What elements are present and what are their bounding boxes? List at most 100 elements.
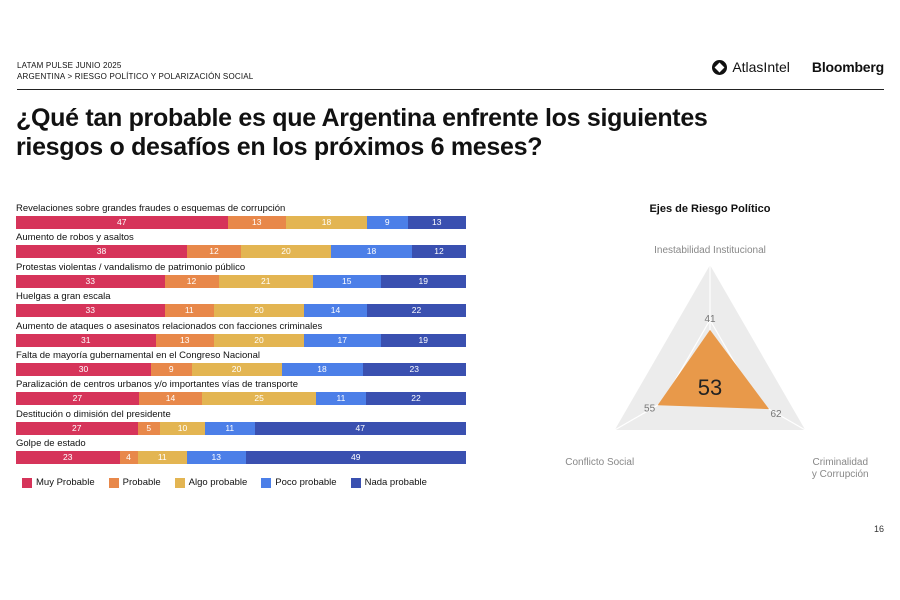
bar-segment: 27 <box>16 392 139 406</box>
radar-data-area <box>657 329 770 410</box>
header-info: LATAM PULSE JUNIO 2025 ARGENTINA > RIESG… <box>17 60 253 82</box>
bar-segment: 18 <box>286 216 367 229</box>
bar-segment: 10 <box>160 421 205 435</box>
legend-item: Muy Probable <box>22 477 95 488</box>
category-label: Destitución o dimisión del presidente <box>16 408 171 420</box>
legend-label: Probable <box>122 477 161 488</box>
bar-segment: 30 <box>16 362 151 376</box>
bar-segment: 4 <box>119 451 138 465</box>
bar-segment: 12 <box>412 245 466 259</box>
category-label: Aumento de ataques o asesinatos relacion… <box>16 320 323 332</box>
bar-segment: 12 <box>187 245 241 259</box>
legend-item: Nada probable <box>350 477 427 488</box>
radar-value-label: 41 <box>704 314 716 325</box>
stacked-bar: 31 13 20 17 19 <box>16 333 466 347</box>
bar-segment: 11 <box>164 304 214 318</box>
bar-segment: 27 <box>16 421 138 435</box>
legend-swatch <box>350 477 361 488</box>
bar-segment: 13 <box>187 451 246 465</box>
bar-segment: 9 <box>151 362 192 376</box>
category-label: Huelgas a gran escala <box>16 291 111 303</box>
page-title: ¿Qué tan probable es que Argentina enfre… <box>16 104 708 161</box>
bar-segment: 22 <box>367 304 466 318</box>
stacked-bar: 33 12 21 15 19 <box>16 274 466 288</box>
bar-row: Huelgas a gran escala 33 11 20 14 22 <box>16 290 466 319</box>
legend-swatch <box>22 477 32 488</box>
logos: AtlasIntel Bloomberg <box>712 59 884 75</box>
chart-legend: Muy Probable Probable Algo probable Poco pr… <box>22 477 427 488</box>
bar-segment: 18 <box>331 245 412 259</box>
legend-swatch <box>174 477 185 488</box>
bar-segment: 20 <box>214 304 304 318</box>
stacked-bar: 30 9 20 18 23 <box>16 362 466 376</box>
header-divider <box>17 89 884 90</box>
stacked-bar: 47 13 18 9 13 <box>16 216 466 229</box>
legend-label: Nada probable <box>364 477 427 488</box>
bar-segment: 14 <box>304 304 367 318</box>
bloomberg-logo: Bloomberg <box>811 59 884 75</box>
category-label: Paralización de centros urbanos y/o impo… <box>16 379 298 391</box>
bar-segment: 49 <box>245 451 466 465</box>
stacked-bar-chart: Revelaciones sobre grandes fraudes o esq… <box>16 202 466 467</box>
bar-segment: 14 <box>138 392 203 406</box>
radar-axis-label: y Corrupción <box>812 469 869 480</box>
legend-item: Algo probable <box>174 477 248 488</box>
bar-segment: 13 <box>227 216 286 229</box>
bar-row: Falta de mayoría gubernamental en el Con… <box>16 349 466 378</box>
atlasintel-logo: AtlasIntel <box>712 59 790 75</box>
bar-segment: 18 <box>281 362 363 376</box>
page-number: 16 <box>873 524 884 534</box>
bar-segment: 33 <box>16 304 165 318</box>
bar-segment: 15 <box>313 274 381 288</box>
bar-row: Destitución o dimisión del presidente 27 5… <box>16 408 466 437</box>
legend-swatch <box>108 477 119 488</box>
header-line-2: ARGENTINA > RIESGO POLÍTICO Y POLARIZACI… <box>17 72 254 81</box>
bar-segment: 19 <box>380 274 466 288</box>
bar-segment: 11 <box>315 392 366 406</box>
bar-segment: 13 <box>155 333 214 347</box>
bar-segment: 47 <box>16 216 228 229</box>
bar-segment: 20 <box>191 362 282 376</box>
stacked-bar: 27 14 25 11 22 <box>16 392 466 406</box>
bar-segment: 21 <box>218 274 313 288</box>
radar-axis-label: Inestabilidad Institucional <box>654 245 766 256</box>
bar-segment: 11 <box>205 421 255 435</box>
category-label: Falta de mayoría gubernamental en el Con… <box>16 349 260 361</box>
atlasintel-logo-icon <box>712 59 728 75</box>
radar-value-label: 55 <box>644 403 656 414</box>
bar-segment: 20 <box>241 245 331 259</box>
bar-row: Aumento de ataques o asesinatos relacion… <box>16 320 466 349</box>
bar-row: Paralización de centros urbanos y/o impo… <box>16 378 466 407</box>
legend-label: Muy Probable <box>36 477 95 488</box>
bar-segment: 17 <box>304 333 381 347</box>
bar-segment: 5 <box>137 421 160 435</box>
legend-label: Algo probable <box>188 477 248 488</box>
bar-segment: 20 <box>214 333 304 347</box>
legend-item: Probable <box>108 477 161 488</box>
stacked-bar: 33 11 20 14 22 <box>16 304 466 318</box>
bar-segment: 33 <box>16 274 165 288</box>
bar-segment: 13 <box>407 216 466 229</box>
category-label: Revelaciones sobre grandes fraudes o esq… <box>16 203 286 214</box>
bar-segment: 22 <box>365 392 466 406</box>
bar-segment: 12 <box>164 274 219 288</box>
bar-segment: 11 <box>137 451 187 465</box>
radar-center-value: 53 <box>698 375 722 400</box>
bar-segment: 31 <box>16 333 156 347</box>
atlasintel-logo-text: AtlasIntel <box>732 59 790 75</box>
radar-axis-label: Criminalidad <box>812 457 868 468</box>
bar-segment: 47 <box>254 421 466 435</box>
bar-row: Aumento de robos y asaltos 38 12 20 18 12 <box>16 231 466 260</box>
stacked-bar: 27 5 10 11 47 <box>16 421 466 435</box>
legend-item: Poco probable <box>261 477 337 488</box>
header-line-1: LATAM PULSE JUNIO 2025 <box>17 61 122 70</box>
bar-segment: 25 <box>202 392 316 406</box>
radar-title: Ejes de Riesgo Político <box>649 203 771 215</box>
category-label: Aumento de robos y asaltos <box>16 232 134 244</box>
bar-segment: 9 <box>367 216 408 229</box>
bar-row: Revelaciones sobre grandes fraudes o esq… <box>16 202 466 231</box>
bar-segment: 23 <box>16 451 120 465</box>
legend-swatch <box>261 477 272 488</box>
bar-segment: 38 <box>16 245 187 259</box>
